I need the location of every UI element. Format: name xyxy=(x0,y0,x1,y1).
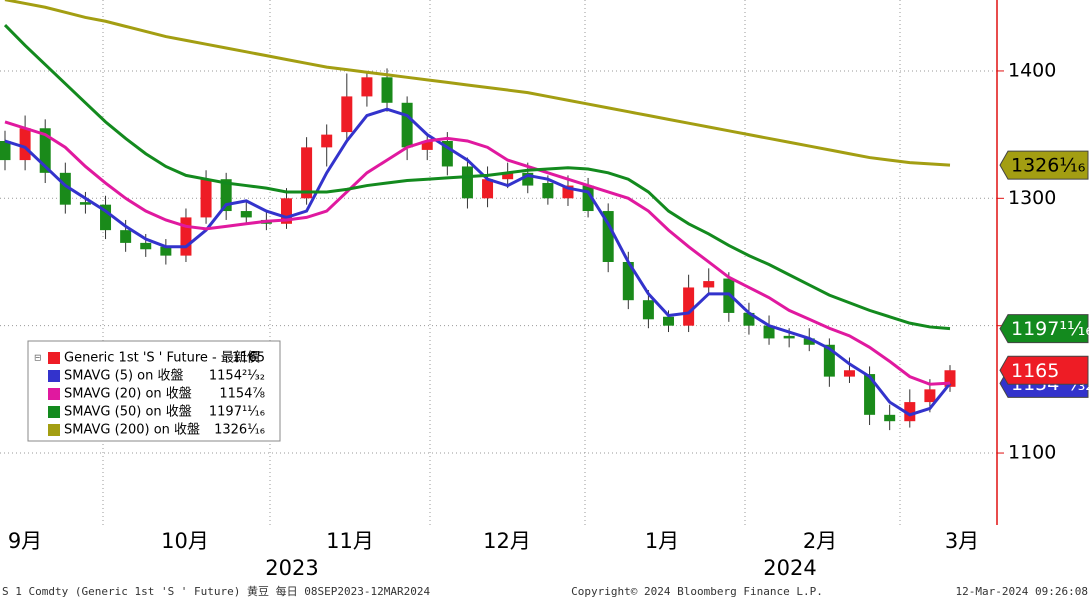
footer-text: 12-Mar-2024 09:26:08 xyxy=(956,585,1088,598)
price-box xyxy=(999,314,1089,344)
footer-text: Copyright© 2024 Bloomberg Finance L.P. xyxy=(571,585,823,598)
candle-body xyxy=(301,147,313,199)
candle-body xyxy=(0,140,11,161)
legend-swatch xyxy=(48,370,60,382)
candle-body xyxy=(100,204,112,231)
candle-body xyxy=(59,172,71,205)
candle-body xyxy=(663,316,675,326)
candle-body xyxy=(441,140,453,167)
candle-body xyxy=(582,185,594,212)
legend-value: 1165 xyxy=(232,351,265,366)
candle-body xyxy=(502,172,514,180)
y-tick-label: 1100 xyxy=(1008,442,1056,464)
candle-body xyxy=(361,77,373,97)
candle-body xyxy=(401,102,413,148)
x-tick-label: 2月 xyxy=(803,529,837,553)
candle-body xyxy=(39,128,51,173)
candle-body xyxy=(542,183,554,199)
axis-labels: 11001200130014001326¹⁄₁₆1197¹¹⁄₁₆1154²¹⁄… xyxy=(2,59,1090,598)
candle-body xyxy=(461,166,473,199)
y-tick-label: 1400 xyxy=(1008,59,1056,81)
price-box-label: 1197¹¹⁄₁₆ xyxy=(1011,318,1090,340)
legend-label: SMAVG (200) on 收盤 xyxy=(64,423,200,438)
legend-swatch xyxy=(48,406,60,418)
moving-average-line xyxy=(4,0,951,167)
candle-body xyxy=(562,185,574,199)
x-tick-label: 1月 xyxy=(645,529,679,553)
legend-label: SMAVG (50) on 收盤 xyxy=(64,405,192,420)
candle-body xyxy=(622,261,634,301)
candle-body xyxy=(180,217,192,256)
moving-average-line xyxy=(3,24,951,331)
candle-body xyxy=(19,128,31,161)
legend-swatch xyxy=(48,424,60,436)
x-tick-label: 11月 xyxy=(326,529,374,553)
legend-box xyxy=(27,340,281,442)
candle-body xyxy=(924,389,936,403)
moving-average-line xyxy=(4,107,952,417)
candle-body xyxy=(642,300,654,320)
plot xyxy=(0,0,956,431)
legend-value: 1154²¹⁄₃₂ xyxy=(209,369,265,384)
candle-body xyxy=(160,246,172,256)
candle-body xyxy=(482,179,494,199)
candle-body xyxy=(341,96,353,133)
legend-label: SMAVG (20) on 收盤 xyxy=(64,387,192,402)
candle-body xyxy=(120,230,132,243)
footer-text: S 1 Comdty (Generic 1st 'S ' Future) 黄豆 … xyxy=(2,584,430,598)
candle-body xyxy=(763,325,775,339)
legend-label: Generic 1st 'S ' Future - 最新價 xyxy=(64,350,260,366)
candle-body xyxy=(140,242,152,250)
candle-body xyxy=(803,338,815,345)
candle-body xyxy=(79,202,91,205)
candle-body xyxy=(240,211,252,218)
x-tick-label: 9月 xyxy=(8,529,42,553)
candle-body xyxy=(200,179,212,218)
candle-body xyxy=(421,140,433,150)
candle-body xyxy=(683,287,695,326)
x-tick-label: 3月 xyxy=(945,529,979,553)
candle-body xyxy=(944,370,956,387)
candle-body xyxy=(743,312,755,326)
candle-body xyxy=(843,370,855,377)
legend-label: SMAVG (5) on 收盤 xyxy=(64,369,184,384)
candle-body xyxy=(321,134,333,148)
candle-body xyxy=(703,281,715,288)
candle-body xyxy=(381,77,393,103)
year-label: 2023 xyxy=(265,556,318,580)
price-box xyxy=(999,150,1089,180)
price-box-label: 1165 xyxy=(1011,360,1059,382)
candle-body xyxy=(864,374,876,415)
price-box xyxy=(999,355,1089,385)
legend-value: 1326¹⁄₁₆ xyxy=(214,423,265,438)
candle-body xyxy=(884,414,896,422)
x-tick-label: 10月 xyxy=(161,529,209,553)
candle-body xyxy=(823,344,835,377)
candle-body xyxy=(602,211,614,262)
legend-value: 1154⅞ xyxy=(219,387,265,402)
y-tick-label: 1300 xyxy=(1008,187,1056,209)
candle-body xyxy=(522,172,534,186)
price-box-label: 1326¹⁄₁₆ xyxy=(1011,155,1085,177)
moving-average-line xyxy=(4,120,951,386)
candle-body xyxy=(904,402,916,422)
legend-swatch xyxy=(48,352,60,364)
legend-icon: ⊟ xyxy=(34,354,42,364)
legend-value: 1197¹¹⁄₁₆ xyxy=(209,405,265,420)
candle-body xyxy=(783,335,795,339)
candle-body xyxy=(280,198,292,224)
candle-body xyxy=(220,179,232,212)
year-label: 2024 xyxy=(763,556,816,580)
x-tick-label: 12月 xyxy=(483,529,531,553)
legend-swatch xyxy=(48,388,60,400)
